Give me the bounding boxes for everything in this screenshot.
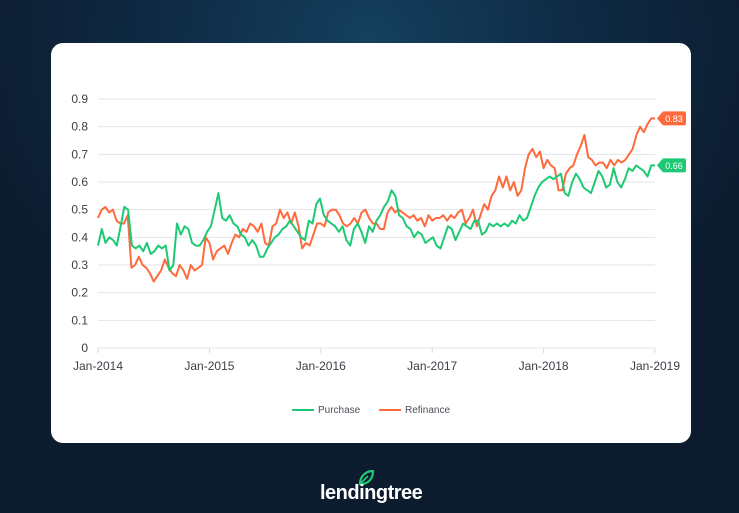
y-tick-label: 0.7 [71,147,88,161]
end-labels: 0.83 0.66 [657,111,686,173]
y-tick-label: 0.3 [71,258,88,272]
y-tick-label: 0.6 [71,175,88,189]
logo-text: lendingtree [320,482,423,504]
legend-item-refinance[interactable]: Refinance [379,405,450,416]
x-tick-label: Jan-2015 [184,359,234,373]
end-label-refinance: 0.83 [657,111,686,126]
series-line-purchase [97,164,655,272]
chart-card: 0 0.1 0.2 0.3 0.4 0.5 0.6 0.7 0.8 0.9 Jan-2014 Jan… [51,43,691,443]
y-tick-label: 0.5 [71,203,88,217]
y-tick-label: 0 [81,341,88,355]
end-label-value: 0.83 [665,114,683,124]
lendingtree-logo: lendingtree [320,470,430,506]
end-label-box [662,111,686,126]
y-tick-label: 0.8 [71,120,88,134]
legend-label-purchase: Purchase [317,404,361,416]
end-label-box [662,158,686,173]
gridlines [97,98,656,353]
legend-item-purchase[interactable]: Purchase [291,404,361,416]
y-tick-label: 0.4 [71,230,88,244]
end-label-pointer [657,112,662,125]
x-tick-label: Jan-2019 [630,359,680,373]
x-tick-label: Jan-2016 [296,359,346,373]
series-line-refinance [97,117,655,283]
legend-swatch-purchase [291,409,314,411]
legend: Purchase Refinance [51,403,691,416]
line-chart: 00.10.20.30.40.50.60.70.80.9 Jan-2014 Jan… [71,92,686,373]
y-tick-label: 0.2 [71,286,88,300]
y-tick-label: 0.1 [71,313,88,327]
x-tick-label: Jan-2017 [407,359,457,373]
series-lines [97,117,655,283]
end-label-purchase: 0.66 [657,158,686,173]
y-tick-label: 0.9 [71,92,88,106]
legend-swatch-refinance [379,409,401,411]
end-label-value: 0.66 [665,161,683,171]
end-label-pointer [657,159,662,172]
x-tick-label: Jan-2018 [519,359,569,373]
y-axis-tick-labels: 0 0.1 0.2 0.3 0.4 0.5 0.6 0.7 0.8 0.9 [71,92,88,355]
legend-label-refinance: Refinance [405,404,451,416]
x-axis-tick-labels: Jan-2014 Jan-2015 Jan-2016 Jan-2017 Jan-2018… [73,359,680,373]
x-tick-label: Jan-2014 [73,359,123,373]
leaf-icon [358,470,375,486]
